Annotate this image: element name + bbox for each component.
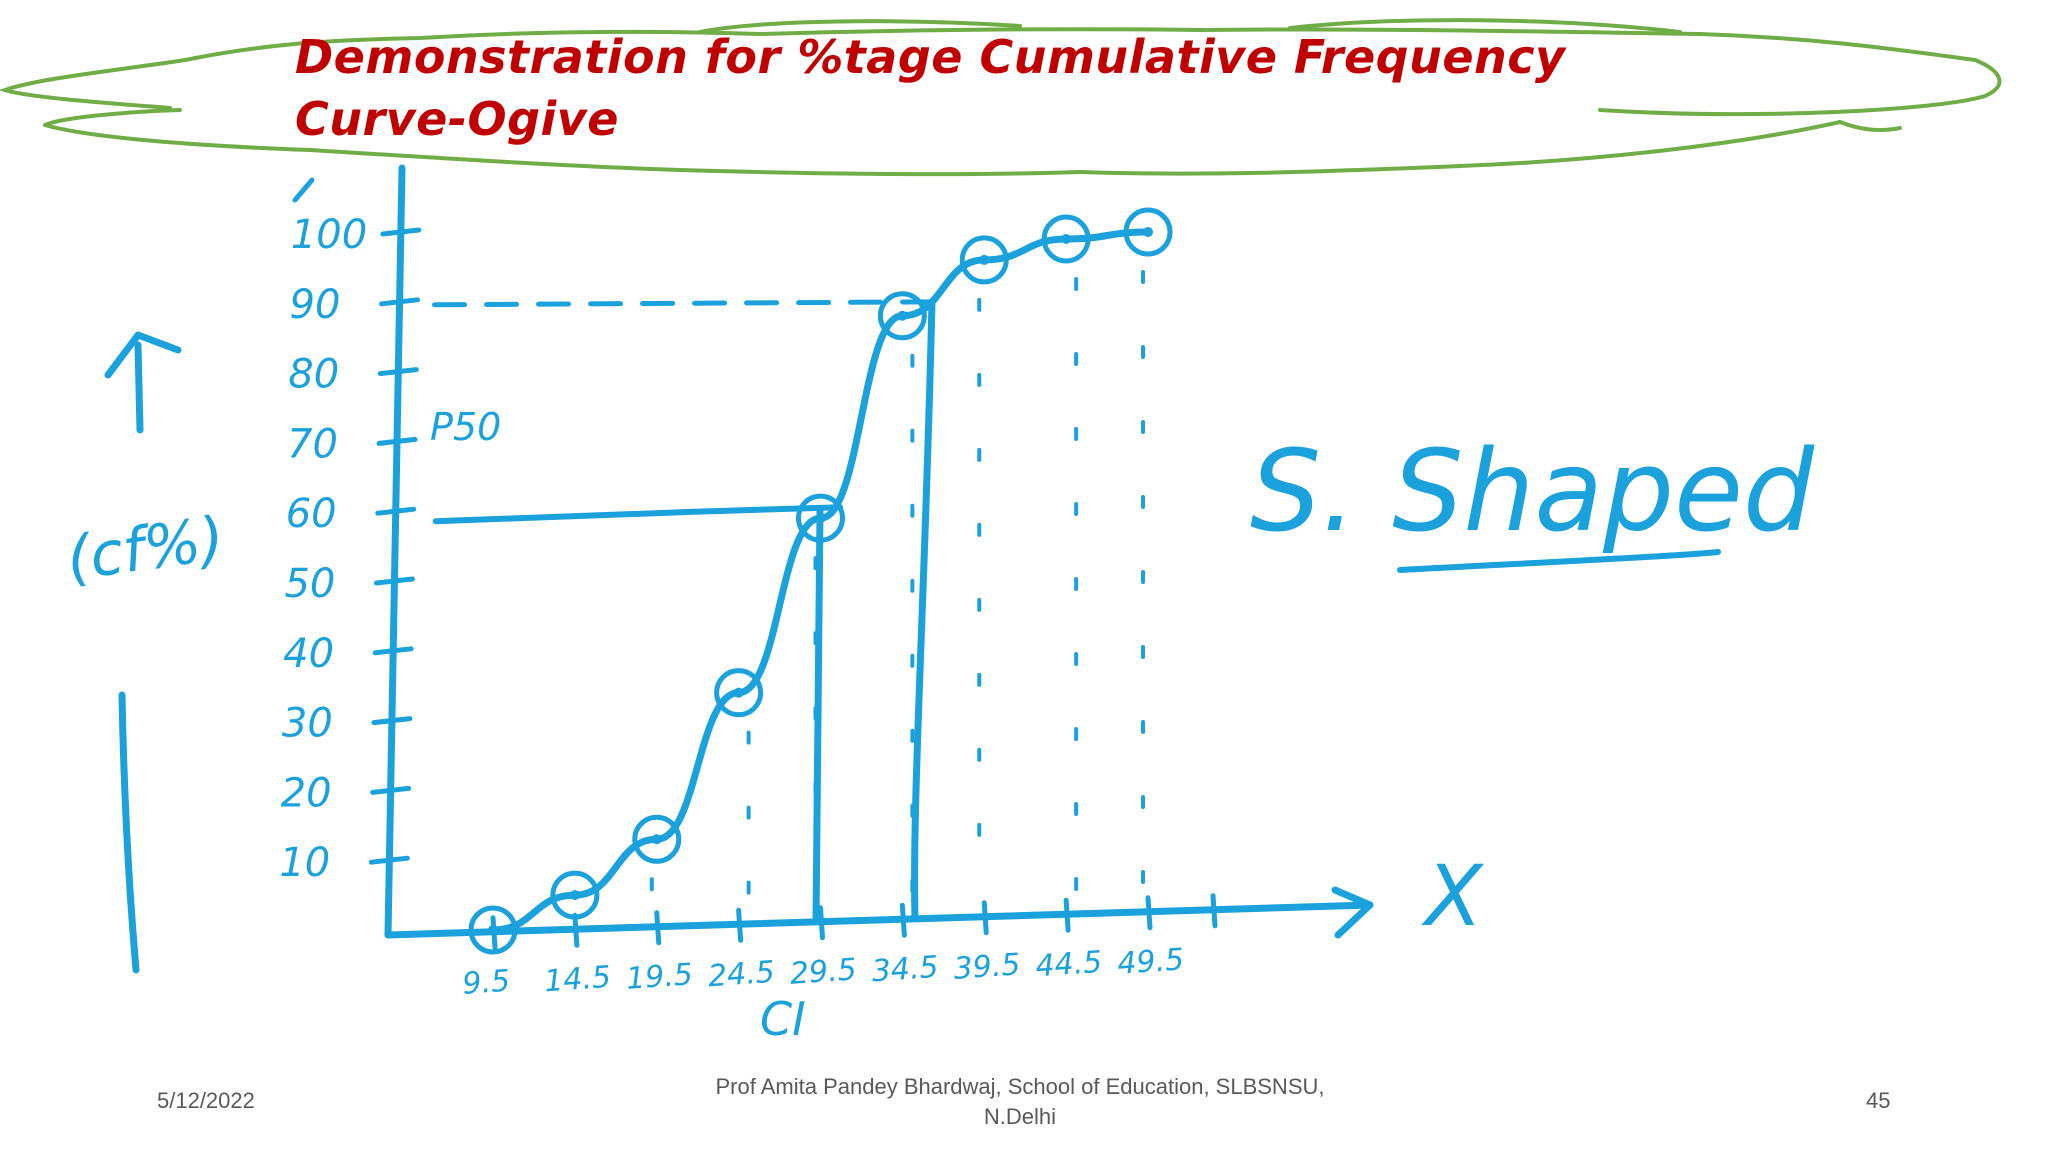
y-tick xyxy=(376,436,418,446)
guide-lines xyxy=(432,298,938,926)
p50-vertical-guide xyxy=(812,507,824,926)
footer-author-line2: N.Delhi xyxy=(983,1104,1057,1129)
data-point-dot xyxy=(569,890,580,901)
footer-date: 5/12/2022 xyxy=(157,1088,255,1113)
slide-title-line1: Demonstration for %tage Cumulative Frequ… xyxy=(295,30,1566,84)
upper-horizontal-guide xyxy=(432,299,938,308)
footer-author-line1: Prof Amita Pandey Bhardwaj, School of Ed… xyxy=(715,1074,1325,1099)
x-tick xyxy=(572,912,580,948)
y-tick xyxy=(375,506,417,516)
s-shaped-annotation: S. Shaped xyxy=(1250,427,1815,557)
data-point xyxy=(877,291,927,341)
data-point xyxy=(1041,214,1091,264)
slide-title-line2: Curve-Ogive xyxy=(295,92,619,146)
y-ticks: 10 20 30 40 50 60 70 80 90 100 xyxy=(279,212,422,886)
y-tick-label: 80 xyxy=(288,352,339,398)
y-tick-label: 90 xyxy=(290,282,341,328)
up-arrow-shaft xyxy=(134,341,144,434)
x-tick-label: 49.5 xyxy=(1116,942,1185,982)
x-axis-label: CI xyxy=(760,992,806,1046)
y-tick xyxy=(368,855,410,865)
y-tick xyxy=(370,785,412,795)
x-tick-label: 29.5 xyxy=(789,952,858,992)
data-point-dot xyxy=(651,834,662,845)
y-axis-label: (cf%) xyxy=(62,504,228,595)
data-point xyxy=(959,235,1009,285)
x-tick-label: 24.5 xyxy=(707,955,776,995)
axes xyxy=(292,164,1374,939)
y-tick-label: 40 xyxy=(283,631,334,677)
y-tick-label: 100 xyxy=(291,212,367,258)
data-point xyxy=(550,870,600,920)
data-point-dot xyxy=(815,513,826,524)
y-tick-label: 50 xyxy=(284,561,335,607)
y-tick xyxy=(371,716,413,726)
y-axis-top-mark xyxy=(292,177,315,203)
x-tick-label: 9.5 xyxy=(461,964,511,1002)
data-point xyxy=(468,905,518,955)
ogive-line xyxy=(489,228,1152,934)
data-point xyxy=(1123,207,1173,257)
down-line xyxy=(118,691,140,974)
data-point-dot xyxy=(979,254,990,265)
x-axis-letter: X xyxy=(1421,847,1485,945)
ogive-curve xyxy=(489,228,1152,934)
x-tick xyxy=(1145,895,1153,931)
footer-author: Prof Amita Pandey Bhardwaj, School of Ed… xyxy=(640,1072,1400,1132)
y-axis xyxy=(384,164,406,939)
y-tick-label: 20 xyxy=(281,770,332,816)
data-points xyxy=(468,207,1173,955)
data-point-dot xyxy=(1061,233,1072,244)
data-point-dot xyxy=(897,310,908,321)
x-tick-label: 34.5 xyxy=(871,950,940,990)
x-tick xyxy=(899,902,907,938)
y-tick xyxy=(377,367,419,377)
data-point xyxy=(714,668,764,718)
p50-horizontal-guide xyxy=(432,504,843,525)
x-tick xyxy=(818,905,825,941)
page-number: 45 xyxy=(1866,1088,1891,1113)
x-tick xyxy=(736,907,744,943)
y-tick-label: 60 xyxy=(286,491,337,537)
title-cloud xyxy=(0,18,2002,177)
y-tick xyxy=(372,646,414,656)
data-point xyxy=(632,814,682,864)
percentile-label: P50 xyxy=(430,405,501,449)
x-tick-label: 19.5 xyxy=(625,957,694,997)
x-tick xyxy=(981,900,989,936)
y-tick xyxy=(379,297,421,307)
y-tick-label: 70 xyxy=(287,421,338,467)
data-point-dot xyxy=(488,925,498,935)
guide-dots xyxy=(649,270,1145,895)
data-point-dot xyxy=(733,687,744,698)
x-ticks: 9.5 14.5 19.5 24.5 29.5 34.5 39.5 44.5 49.5 xyxy=(461,893,1218,1002)
x-tick xyxy=(1063,897,1071,933)
x-tick xyxy=(654,910,662,946)
y-tick-label: 30 xyxy=(282,701,333,747)
y-tick xyxy=(373,576,415,586)
y-tick-label: 10 xyxy=(279,840,330,886)
annotation-underline xyxy=(1397,549,1721,573)
x-tick-label: 14.5 xyxy=(543,960,612,1000)
upper-vertical-guide xyxy=(911,298,936,923)
up-arrow-head xyxy=(104,331,182,379)
y-tick xyxy=(380,227,422,237)
x-tick-label: 44.5 xyxy=(1034,945,1103,985)
data-point xyxy=(796,493,845,543)
x-tick xyxy=(1210,893,1218,929)
data-point-dot xyxy=(1143,227,1153,237)
y-label-group: (cf%) xyxy=(62,331,229,974)
x-axis-arrow xyxy=(1331,886,1374,939)
x-tick-label: 39.5 xyxy=(952,947,1021,987)
